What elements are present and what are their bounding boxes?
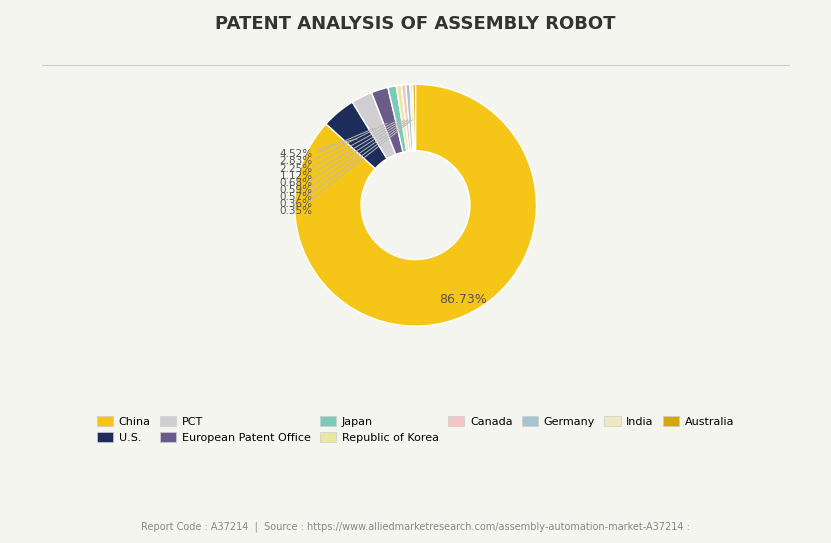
- Title: PATENT ANALYSIS OF ASSEMBLY ROBOT: PATENT ANALYSIS OF ASSEMBLY ROBOT: [215, 15, 616, 33]
- Text: 2.25%: 2.25%: [279, 123, 387, 174]
- Text: 0.68%: 0.68%: [280, 121, 401, 188]
- Text: 0.59%: 0.59%: [280, 120, 405, 195]
- Wedge shape: [406, 84, 413, 151]
- Text: 0.57%: 0.57%: [280, 120, 408, 202]
- Wedge shape: [352, 92, 396, 159]
- Text: 0.35%: 0.35%: [280, 120, 412, 216]
- Wedge shape: [371, 87, 403, 154]
- Wedge shape: [401, 85, 411, 151]
- Text: 4.52%: 4.52%: [279, 139, 357, 159]
- Text: 1.12%: 1.12%: [279, 121, 396, 181]
- Legend: China, U.S., PCT, European Patent Office, Japan, Republic of Korea, Canada, Germ: China, U.S., PCT, European Patent Office…: [92, 412, 739, 447]
- Text: Report Code : A37214  |  Source : https://www.alliedmarketresearch.com/assembly-: Report Code : A37214 | Source : https://…: [141, 522, 690, 532]
- Text: 2.83%: 2.83%: [279, 128, 374, 167]
- Wedge shape: [411, 84, 415, 151]
- Wedge shape: [326, 102, 387, 168]
- Wedge shape: [294, 84, 537, 326]
- Text: 86.73%: 86.73%: [439, 288, 486, 306]
- Text: 0.36%: 0.36%: [280, 120, 411, 209]
- Wedge shape: [396, 85, 409, 151]
- Wedge shape: [413, 84, 416, 151]
- Wedge shape: [388, 86, 407, 152]
